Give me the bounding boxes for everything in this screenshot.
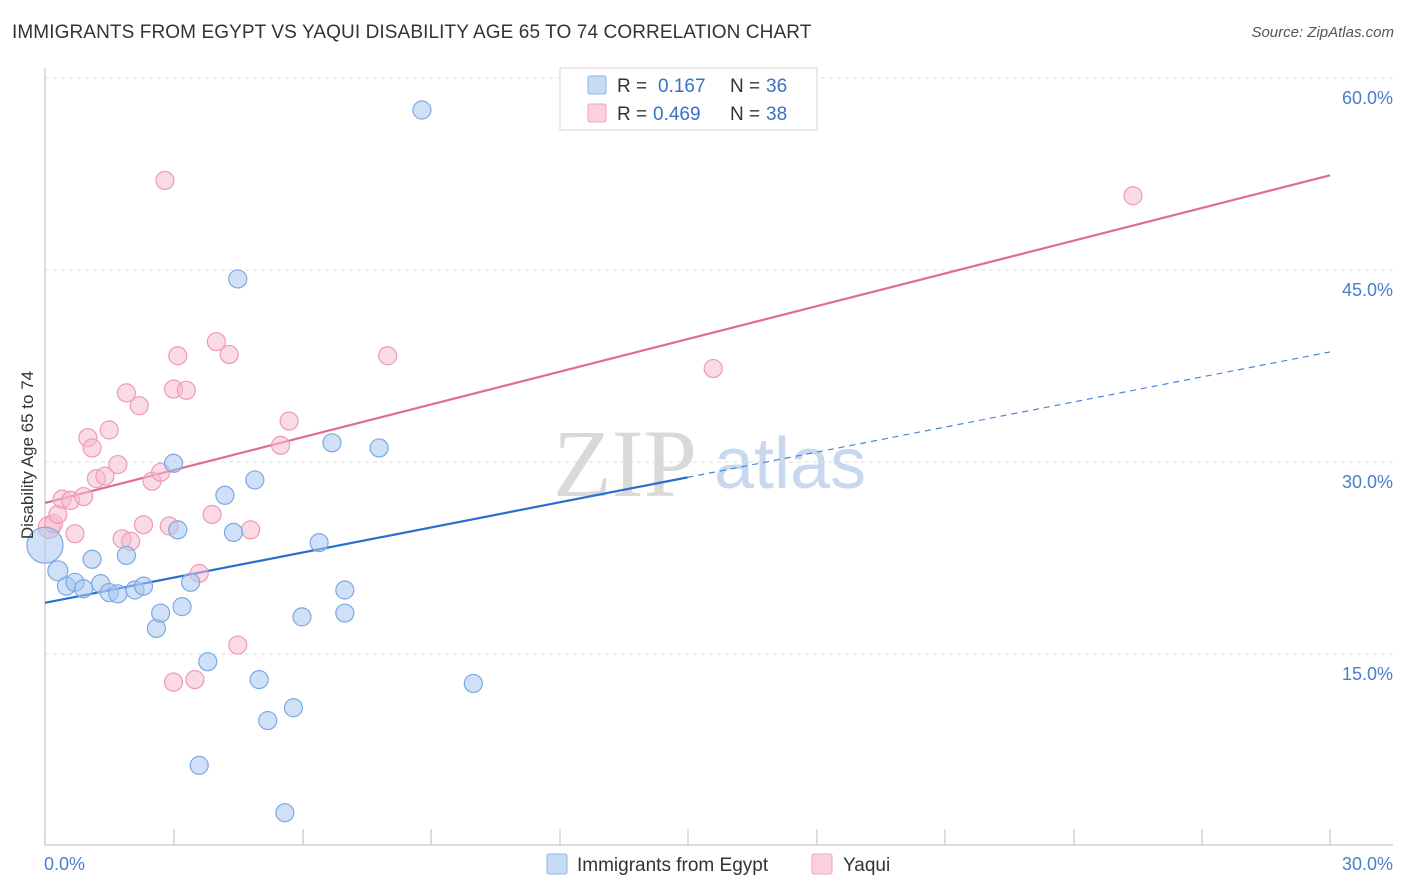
egypt-point-34 (412, 100, 432, 120)
yaqui-point-16 (129, 396, 149, 416)
egypt-point-16 (172, 597, 192, 617)
egypt-point-17 (181, 572, 201, 592)
egypt-point-15 (168, 520, 188, 540)
yaqui-point-5 (65, 524, 85, 544)
watermark-atlas: atlas (714, 424, 866, 504)
yaqui-point-20 (155, 170, 175, 190)
egypt-point-11 (133, 576, 154, 596)
y-tick-label-30: 30.0% (1342, 472, 1393, 492)
yaqui-point-30 (219, 344, 239, 365)
legend-n-value-2: 38 (766, 104, 787, 125)
egypt-point-25 (258, 710, 278, 731)
series-swatch-egypt (546, 853, 568, 875)
yaqui-point-10 (95, 466, 115, 486)
yaqui-point-8 (82, 438, 102, 458)
gridlines (45, 77, 1393, 655)
legend-r-label-1: R = (617, 76, 647, 97)
egypt-point-4 (73, 579, 94, 599)
egypt-point-5 (82, 549, 102, 569)
source-credit: Source: ZipAtlas.com (1251, 24, 1394, 41)
watermark-zip: ZIP (553, 410, 697, 517)
egypt-point-32 (335, 580, 355, 600)
x-tick-label-max: 30.0% (1342, 854, 1393, 874)
yaqui-point-37 (1123, 186, 1143, 206)
data-points (26, 100, 1143, 823)
legend-swatch-blue (587, 75, 607, 95)
chart-title: IMMIGRANTS FROM EGYPT VS YAQUI DISABILIT… (12, 22, 812, 43)
egypt-point-1 (47, 560, 69, 582)
egypt-point-26 (275, 803, 295, 823)
egypt-point-19 (198, 652, 218, 672)
egypt-point-13 (151, 603, 171, 623)
yaqui-point-14 (116, 383, 136, 403)
series-label-egypt: Immigrants from Egypt (577, 855, 769, 876)
egypt-point-21 (223, 522, 244, 543)
legend-r-label-2: R = (617, 104, 647, 125)
legend-n-label-1: N = (730, 76, 760, 97)
egypt-point-18 (189, 755, 209, 775)
egypt-point-20 (215, 485, 235, 505)
egypt-point-23 (245, 470, 265, 490)
egypt-point-27 (283, 698, 304, 718)
y-tick-label-45: 45.0% (1342, 280, 1393, 300)
yaqui-point-31 (228, 635, 248, 655)
yaqui-point-24 (168, 346, 188, 366)
egypt-point-8 (108, 584, 128, 604)
egypt-point-24 (249, 669, 269, 690)
egypt-point-9 (116, 545, 136, 566)
series-label-yaqui: Yaqui (843, 855, 890, 876)
egypt-point-31 (335, 603, 355, 623)
egypt-point-35 (463, 673, 483, 694)
legend-swatch-pink (587, 103, 607, 123)
yaqui-point-22 (163, 672, 184, 692)
egypt-point-28 (292, 607, 312, 627)
series-swatch-yaqui (811, 853, 833, 875)
yaqui-point-36 (703, 358, 723, 379)
yaqui-point-25 (176, 380, 196, 400)
legend-n-label-2: N = (730, 104, 760, 125)
yaqui-point-32 (241, 520, 261, 540)
series-legend: Immigrants from Egypt Yaqui (546, 853, 890, 876)
legend-r-value-2: 0.469 (653, 104, 701, 125)
egypt-point-33 (369, 438, 389, 458)
correlation-legend: R = 0.167 N = 36 R = 0.469 N = 38 (559, 67, 818, 131)
yaqui-point-28 (202, 504, 222, 525)
yaqui-trend-line (44, 174, 1331, 505)
x-tick-label-min: 0.0% (44, 854, 85, 874)
egypt-point-0 (26, 526, 64, 564)
egypt-point-30 (322, 433, 342, 453)
egypt-point-29 (309, 533, 329, 553)
yaqui-point-35 (378, 346, 398, 366)
yaqui-point-26 (185, 669, 205, 690)
yaqui-point-29 (206, 332, 226, 352)
egypt-point-14 (163, 453, 184, 473)
y-tick-label-15: 15.0% (1342, 664, 1393, 684)
egypt-point-22 (228, 269, 248, 289)
legend-n-value-1: 36 (766, 76, 787, 97)
yaqui-point-17 (133, 515, 154, 535)
axes: 15.0% 30.0% 45.0% 60.0% 0.0% 30.0% (44, 68, 1393, 874)
yaqui-point-11 (99, 420, 119, 440)
y-axis-title: Disability Age 65 to 74 (18, 371, 37, 539)
y-tick-label-60: 60.0% (1342, 88, 1393, 108)
legend-r-value-1: 0.167 (658, 76, 706, 97)
yaqui-point-6 (73, 486, 94, 507)
yaqui-point-34 (279, 411, 299, 431)
yaqui-point-33 (270, 435, 291, 455)
yaqui-point-12 (108, 454, 128, 475)
